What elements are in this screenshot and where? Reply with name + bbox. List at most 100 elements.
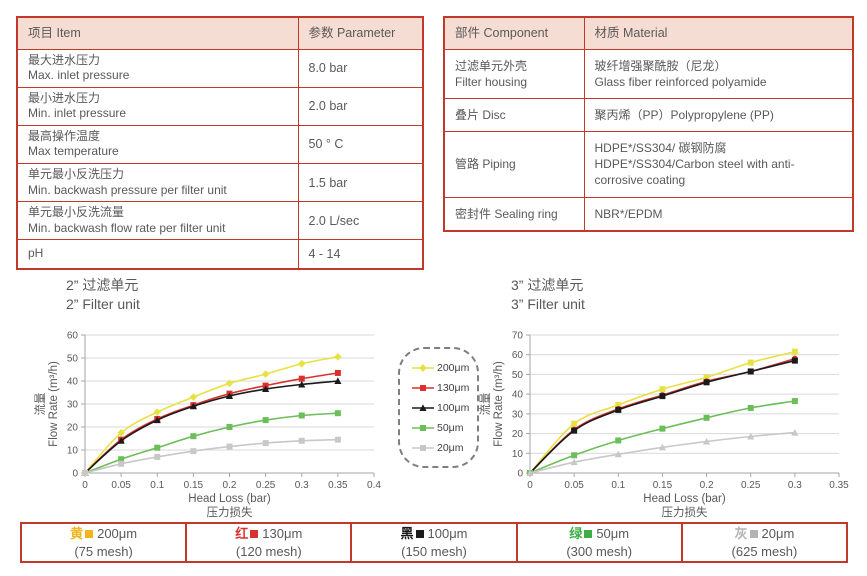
square-marker — [226, 423, 233, 430]
color-swatch — [85, 529, 94, 538]
x-tick-label: 0.1 — [150, 480, 164, 491]
component-cell: 管路 Piping — [443, 131, 585, 198]
series-legend: 200μm 130μm 100μm 50μm 20μm — [398, 347, 479, 468]
x-axis-title: Head Loss (bar) — [643, 493, 726, 505]
material-line: Glass fiber reinforced polyamide — [594, 74, 767, 89]
legend-item: 100μm — [412, 398, 477, 418]
square-marker — [659, 392, 666, 399]
y-tick-label: 10 — [67, 445, 79, 456]
square-marker — [571, 420, 578, 427]
y-tick-label: 40 — [67, 376, 79, 387]
triangle-marker — [419, 404, 427, 411]
legend-marker — [412, 385, 434, 391]
micron-size: 200μm — [97, 525, 138, 541]
x-tick-label: 0 — [82, 480, 88, 491]
micron-size: 130μm — [262, 525, 303, 541]
square-marker — [334, 409, 341, 416]
diamond-marker — [297, 359, 306, 368]
triangle-marker — [526, 469, 534, 476]
mesh-count: (150 mesh) — [401, 543, 467, 559]
triangle-marker — [298, 380, 306, 388]
component-line: 过滤单元外壳 — [455, 58, 528, 73]
x-tick-label: 0.35 — [328, 480, 348, 491]
legend-item: 20μm — [412, 438, 477, 458]
triangle-marker — [570, 458, 578, 465]
component-cell: 叠片 Disc — [443, 97, 585, 133]
x-tick-label: 0.1 — [611, 480, 625, 491]
square-marker — [659, 385, 666, 392]
legend-marker — [412, 445, 434, 451]
component-line: 管路 Piping — [455, 157, 516, 172]
legend-label: 200μm — [437, 362, 470, 374]
square-marker — [791, 357, 798, 364]
y-tick-label: 20 — [67, 422, 79, 433]
square-marker — [615, 437, 622, 444]
parameter-table: 项目 Item 参数 Parameter 最大进水压力 Max. inlet pr… — [16, 16, 424, 270]
x-tick-label: 0.2 — [700, 480, 714, 491]
legend-label: 20μm — [437, 442, 464, 454]
mesh-count: (300 mesh) — [566, 543, 633, 559]
color-name-cn: 黄 — [70, 525, 84, 541]
table-row: 叠片 Disc 聚丙烯（PP）Polypropylene (PP) — [443, 97, 854, 133]
triangle-marker — [153, 416, 161, 423]
color-name-cn: 绿 — [569, 525, 583, 541]
square-marker — [118, 460, 125, 467]
mesh-legend-cell: 黄 200μm (75 mesh) — [22, 524, 185, 561]
item-cell: 最高操作温度 Max temperature — [16, 124, 299, 165]
x-tick-label: 0.25 — [741, 480, 761, 491]
parameter-value: 8.0 bar — [297, 48, 424, 88]
mesh-legend-cell: 红 130μm (120 mesh) — [185, 524, 350, 561]
square-marker — [420, 445, 426, 451]
square-marker — [420, 425, 426, 431]
item-line: Max. inlet pressure — [28, 68, 130, 83]
parameter-value: 2.0 L/sec — [297, 201, 424, 241]
square-marker — [190, 432, 197, 439]
item-line: 最大进水压力 — [28, 52, 101, 67]
item-cell: pH — [16, 239, 299, 270]
y-tick-label: 0 — [517, 468, 523, 479]
square-marker — [747, 359, 754, 366]
y-tick-label: 30 — [67, 399, 79, 410]
x-axis-title-cn: 压力损失 — [662, 505, 708, 518]
triangle-marker — [225, 392, 234, 399]
table-row: 管路 Piping HDPE*/SS304/ 碳钢防腐 HDPE*/SS304/Ca… — [443, 131, 854, 198]
square-marker — [262, 416, 269, 423]
diamond-marker — [334, 352, 342, 361]
material-line: 聚丙烯（PP）Polypropylene (PP) — [594, 107, 774, 122]
series-line-100μm — [84, 379, 339, 474]
table-row: 单元最小反洗压力 Min. backwash pressure per filte… — [16, 163, 424, 203]
triangle-marker — [189, 402, 197, 410]
material-line: HDPE*/SS304/Carbon steel with anti-corro… — [594, 157, 795, 188]
component-line: 密封件 Sealing ring — [455, 206, 558, 221]
mesh-legend: 黄 200μm (75 mesh) 红 130μm (120 mesh) 黑 100μm (15… — [20, 522, 848, 563]
component-line: Filter housing — [455, 74, 528, 89]
square-marker — [615, 406, 622, 413]
component-line: 叠片 Disc — [455, 107, 506, 122]
flow-chart-2inch: 2” 过滤单元 2” Filter unit 0 10 20 30 40 50 60 0 0.05 0… — [30, 276, 395, 520]
square-marker — [571, 427, 578, 434]
legend-marker — [412, 425, 434, 431]
legend-marker — [412, 404, 434, 411]
component-cell: 密封件 Sealing ring — [443, 196, 585, 232]
square-marker — [118, 455, 125, 462]
square-marker — [791, 348, 798, 355]
legend-label: 50μm — [437, 422, 464, 434]
x-tick-label: 0.15 — [184, 480, 204, 491]
x-axis-title-cn: 压力损失 — [207, 505, 253, 518]
y-tick-label: 10 — [512, 449, 524, 460]
square-marker — [334, 436, 341, 443]
material-table: 部件 Component 材质 Material 过滤单元外壳 Filter ho… — [443, 16, 854, 232]
y-tick-label: 70 — [512, 330, 524, 341]
triangle-marker — [117, 436, 125, 444]
chart-title-cn: 2” 过滤单元 — [66, 277, 139, 293]
material-cell: 聚丙烯（PP）Polypropylene (PP) — [583, 97, 854, 133]
mesh-legend-cell: 绿 50μm (300 mesh) — [515, 524, 681, 561]
table-row: 过滤单元外壳 Filter housing 玻纤增强聚酰胺（尼龙） Glass fib… — [443, 48, 854, 99]
y-tick-label: 60 — [67, 330, 79, 341]
mesh-count: (625 mesh) — [731, 543, 798, 559]
parameter-value: 50 ° C — [297, 124, 424, 165]
material-cell: NBR*/EPDM — [583, 196, 854, 232]
item-line: Min. backwash pressure per filter unit — [28, 182, 227, 197]
item-cell: 最小进水压力 Min. inlet pressure — [16, 86, 299, 126]
parameter-value: 1.5 bar — [297, 163, 424, 203]
